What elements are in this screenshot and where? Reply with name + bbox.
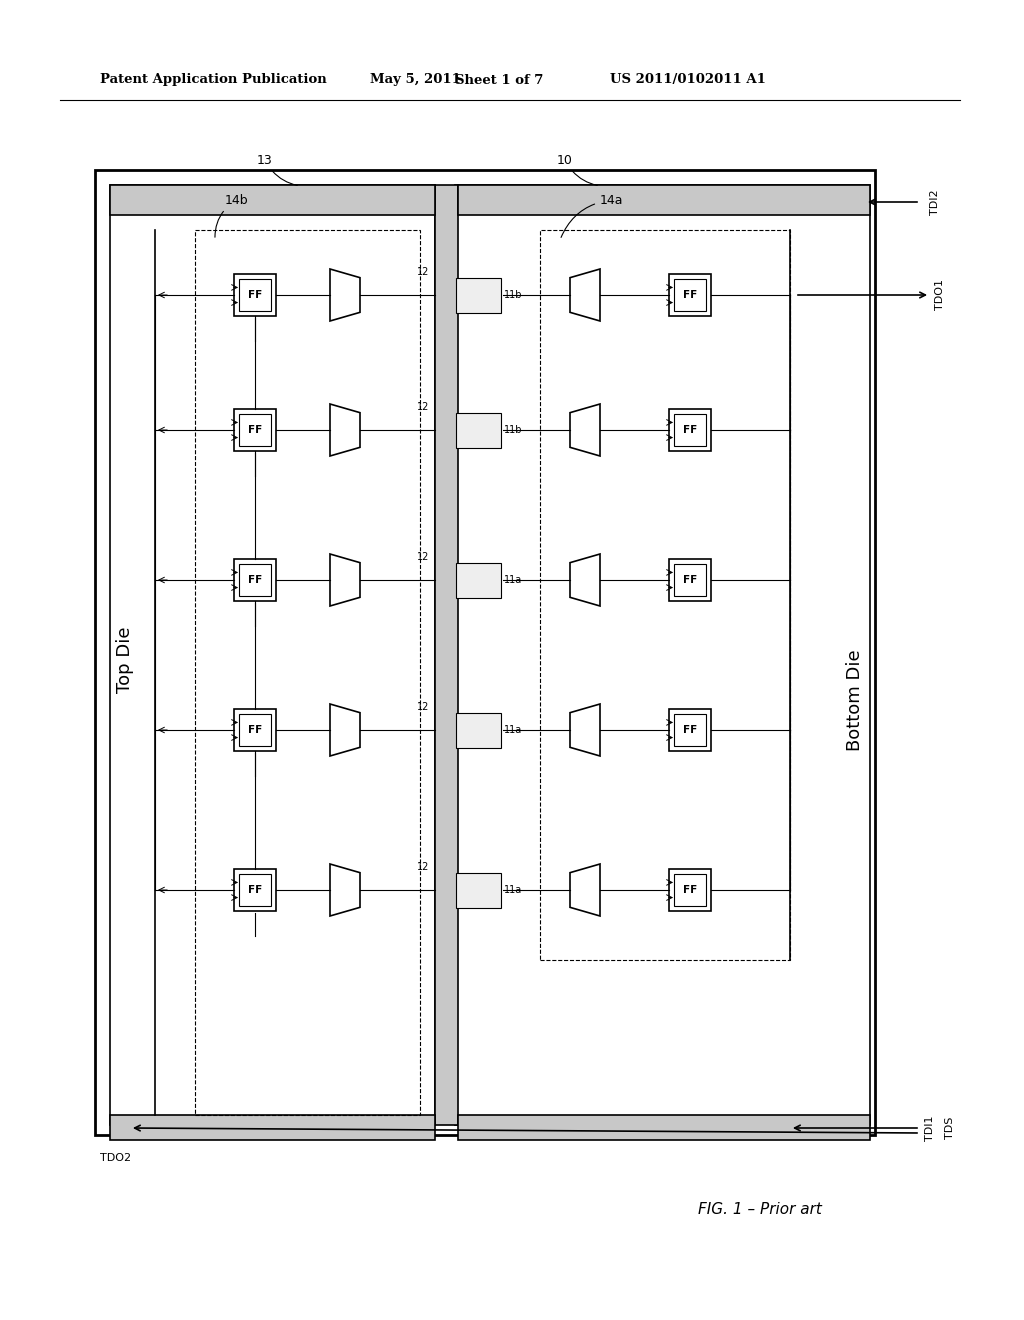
Bar [435,185,458,1125]
Text: US 2011/0102011 A1: US 2011/0102011 A1 [610,74,766,87]
Text: TDO2: TDO2 [100,1152,131,1163]
Text: 12: 12 [417,552,429,562]
Bar [669,409,711,451]
Text: 11b: 11b [504,425,522,436]
Text: FF: FF [248,725,262,735]
Bar [455,185,870,1125]
Text: FF: FF [248,290,262,300]
Bar [674,564,706,597]
Text: Bottom Die: Bottom Die [846,649,864,751]
Text: FF: FF [248,425,262,436]
Text: 10: 10 [557,153,597,185]
Text: FIG. 1 – Prior art: FIG. 1 – Prior art [698,1203,822,1217]
Bar [458,185,870,215]
Polygon shape [330,269,360,321]
Text: 12: 12 [417,702,429,711]
Bar [239,279,271,312]
Text: FF: FF [683,290,697,300]
Bar [234,709,276,751]
Text: Top Die: Top Die [116,627,134,693]
Bar [239,874,271,906]
Bar [669,558,711,601]
Text: 12: 12 [417,267,429,277]
Bar [110,185,435,215]
Bar [239,414,271,446]
Bar [456,713,501,747]
Text: Sheet 1 of 7: Sheet 1 of 7 [455,74,544,87]
Text: 11a: 11a [504,576,522,585]
Text: 12: 12 [417,862,429,873]
Bar [234,275,276,315]
Polygon shape [330,404,360,455]
Text: 11a: 11a [504,884,522,895]
Bar [110,1115,435,1140]
Text: 13: 13 [257,153,297,185]
Bar [669,709,711,751]
Bar [674,714,706,746]
Text: TDI2: TDI2 [930,189,940,215]
Text: TDS: TDS [945,1117,955,1139]
Text: TDO1: TDO1 [935,280,945,310]
Polygon shape [570,704,600,756]
Bar [195,230,420,1115]
Bar [234,558,276,601]
Polygon shape [330,865,360,916]
Text: 11b: 11b [504,290,522,300]
Bar [110,185,435,1125]
Text: May 5, 2011: May 5, 2011 [370,74,461,87]
Text: 11a: 11a [504,725,522,735]
Polygon shape [570,269,600,321]
Bar [234,869,276,911]
Bar [95,170,874,1135]
Bar [456,562,501,598]
Polygon shape [570,554,600,606]
Bar [456,412,501,447]
Bar [456,277,501,313]
Text: FF: FF [683,884,697,895]
Text: FF: FF [683,725,697,735]
Text: 12: 12 [417,403,429,412]
Polygon shape [330,704,360,756]
Bar [669,869,711,911]
Text: FF: FF [248,576,262,585]
Bar [669,275,711,315]
Bar [540,230,790,960]
Text: 14b: 14b [215,194,249,238]
Bar [456,873,501,908]
Bar [239,714,271,746]
Text: 14a: 14a [561,194,624,238]
Text: FF: FF [683,425,697,436]
Polygon shape [570,865,600,916]
Bar [674,874,706,906]
Bar [239,564,271,597]
Polygon shape [330,554,360,606]
Text: FF: FF [683,576,697,585]
Text: FF: FF [248,884,262,895]
Bar [234,409,276,451]
Bar [674,279,706,312]
Text: TDI1: TDI1 [925,1115,935,1140]
Bar [674,414,706,446]
Polygon shape [570,404,600,455]
Text: Patent Application Publication: Patent Application Publication [100,74,327,87]
Bar [458,1115,870,1140]
